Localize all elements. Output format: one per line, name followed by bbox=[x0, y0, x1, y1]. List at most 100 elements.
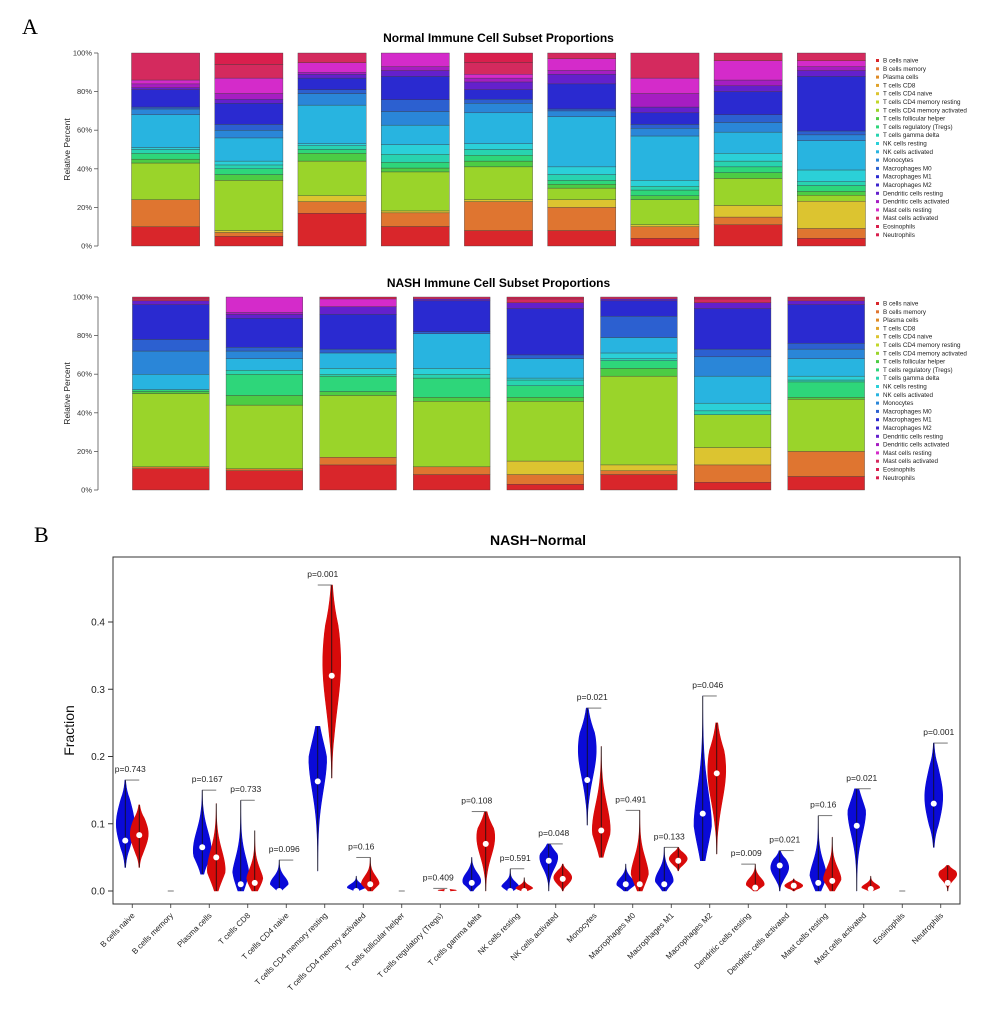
y-tick-label: 40% bbox=[77, 164, 92, 173]
x-tick-label: T cells CD8 bbox=[217, 911, 253, 947]
bar-segment bbox=[132, 298, 210, 302]
legend-swatch bbox=[876, 318, 879, 322]
bar-segment bbox=[694, 296, 772, 300]
legend-label: T cells follicular helper bbox=[883, 359, 945, 366]
bar-segment bbox=[694, 356, 772, 377]
bar-segment bbox=[694, 464, 772, 483]
bar-segment bbox=[713, 114, 783, 123]
bar-segment bbox=[506, 302, 584, 309]
bar-segment bbox=[132, 391, 210, 394]
bar-segment bbox=[600, 360, 678, 369]
median-point bbox=[276, 888, 283, 894]
median-point bbox=[507, 888, 514, 894]
bar-segment bbox=[787, 300, 865, 305]
bar-segment bbox=[464, 160, 533, 168]
bar-segment bbox=[630, 180, 700, 187]
bar-segment bbox=[797, 191, 866, 196]
legend-swatch bbox=[876, 310, 879, 314]
bar-segment bbox=[630, 124, 700, 129]
bar-segment bbox=[319, 306, 397, 315]
bar-segment bbox=[797, 185, 866, 192]
legend-label: Dendritic cells activated bbox=[883, 199, 950, 206]
bar-segment bbox=[380, 212, 450, 227]
bar-segment bbox=[131, 158, 200, 164]
legend-swatch bbox=[876, 233, 879, 237]
bar-segment bbox=[694, 402, 772, 412]
y-tick-label: 0% bbox=[81, 486, 92, 495]
legend-label: Macrophages M2 bbox=[883, 425, 932, 432]
bar-segment bbox=[319, 298, 397, 307]
p-value-label: p=0.001 bbox=[307, 569, 338, 579]
legend-swatch bbox=[876, 191, 879, 195]
bar-segment bbox=[225, 358, 303, 371]
bar-segment bbox=[600, 296, 678, 300]
bar-segment bbox=[131, 106, 200, 110]
legend-swatch bbox=[876, 451, 879, 455]
legend-swatch bbox=[876, 208, 879, 212]
bar-segment bbox=[225, 347, 303, 352]
y-tick-label: 60% bbox=[77, 126, 92, 135]
legend-label: T cells CD4 naive bbox=[883, 334, 933, 341]
bar-segment bbox=[131, 79, 200, 85]
bar-segment bbox=[214, 124, 284, 131]
p-value-label: p=0.048 bbox=[538, 828, 569, 838]
bar-segment bbox=[547, 74, 617, 85]
median-point bbox=[752, 884, 759, 891]
median-point bbox=[699, 810, 706, 817]
legend-label: NK cells activated bbox=[883, 149, 934, 156]
x-tick-label: T cells CD4 memory resting bbox=[253, 911, 329, 987]
y-tick-label: 80% bbox=[77, 331, 92, 340]
bar-segment bbox=[214, 230, 284, 233]
stacked-bar-chart-1: Normal Immune Cell Subset Proportions 0% 2… bbox=[62, 31, 967, 251]
p-value-label: p=0.16 bbox=[348, 841, 375, 851]
bar-segment bbox=[506, 358, 584, 379]
bar-segment bbox=[713, 122, 783, 133]
bar-segment bbox=[380, 144, 450, 155]
bar-segment bbox=[319, 314, 397, 350]
legend-swatch bbox=[876, 142, 879, 145]
legend-swatch bbox=[876, 418, 879, 422]
median-point bbox=[776, 862, 783, 869]
y-tick-label: 0.3 bbox=[91, 685, 105, 696]
p-value-label: p=0.167 bbox=[192, 774, 223, 784]
bar-segment bbox=[225, 296, 303, 313]
bar-segment bbox=[713, 160, 783, 168]
bar-segment bbox=[787, 397, 865, 400]
legend-swatch bbox=[876, 133, 879, 137]
bar-segment bbox=[214, 130, 284, 139]
bar-segment bbox=[630, 93, 700, 108]
bar-segment bbox=[380, 99, 450, 112]
violin-chart: NASH−Normal 0.0 0.1 0.2 0.3 0.4 Fraction p=0.74… bbox=[61, 532, 961, 993]
bar-segment bbox=[132, 304, 210, 340]
bar-segment bbox=[297, 153, 367, 162]
legend-label: Dendritic cells activated bbox=[883, 442, 950, 449]
legend-swatch bbox=[876, 150, 879, 154]
legend-label: T cells regulatory (Tregs) bbox=[883, 367, 953, 374]
bar-segment bbox=[506, 397, 584, 402]
legend-label: Mast cells resting bbox=[883, 207, 932, 214]
legend-label: B cells naive bbox=[883, 58, 919, 65]
p-value-label: p=0.743 bbox=[115, 764, 146, 774]
legend-label: Mast cells activated bbox=[883, 458, 938, 465]
bar-segment bbox=[413, 374, 491, 379]
bar-segment bbox=[547, 166, 617, 175]
bar-segment bbox=[787, 304, 865, 344]
bar-segment bbox=[319, 374, 397, 377]
bar-segment bbox=[547, 116, 617, 168]
bar-segment bbox=[787, 451, 865, 477]
y-tick-label: 20% bbox=[77, 447, 92, 456]
legend-swatch bbox=[876, 225, 879, 228]
bar-segment bbox=[600, 337, 678, 354]
p-value-label: p=0.009 bbox=[731, 848, 762, 858]
bar-segment bbox=[713, 224, 783, 247]
bar-segment bbox=[225, 350, 303, 359]
bar-segment bbox=[547, 180, 617, 185]
bar-segment bbox=[225, 470, 303, 491]
median-point bbox=[815, 879, 822, 886]
legend-swatch bbox=[876, 183, 879, 187]
y-tick-label: 0% bbox=[81, 242, 92, 251]
legend-label: T cells CD4 memory resting bbox=[883, 99, 961, 106]
bar-segment bbox=[413, 474, 491, 491]
